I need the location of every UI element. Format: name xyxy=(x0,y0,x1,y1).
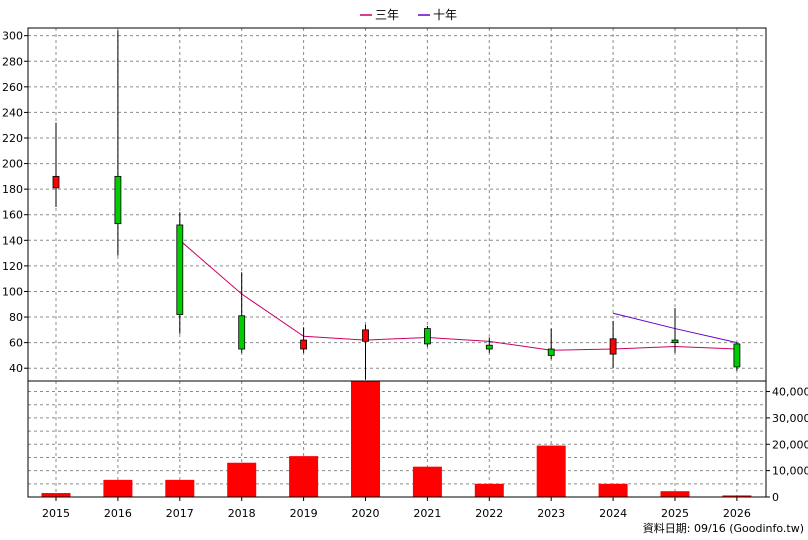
x-tick-label: 2020 xyxy=(352,507,380,520)
price-tick-label: 240 xyxy=(2,106,23,119)
volume-tick-label: 30,000 xyxy=(772,412,808,425)
price-frame xyxy=(27,27,767,382)
price-tick-label: 80 xyxy=(9,311,23,324)
candle-body xyxy=(238,315,246,350)
price-tick-label: 160 xyxy=(2,209,23,222)
price-tick-label: 60 xyxy=(9,337,23,350)
volume-bar xyxy=(536,445,566,497)
volume-bar xyxy=(660,491,690,497)
volume-bar xyxy=(598,483,628,497)
x-tick-label: 2019 xyxy=(290,507,318,520)
volume-tick-label: 20,000 xyxy=(772,438,808,451)
x-tick-label: 2024 xyxy=(599,507,627,520)
candle-body xyxy=(671,339,679,344)
price-tick-label: 200 xyxy=(2,158,23,171)
x-tick-label: 2023 xyxy=(537,507,565,520)
legend-label-1: 十年 xyxy=(433,8,457,22)
footer-source: 資料日期: 09/16 (Goodinfo.tw) xyxy=(643,521,804,535)
candle-body xyxy=(176,224,184,315)
volume-panel: 0 10,000 20,000 30,000 40,000 xyxy=(27,380,808,504)
volume-tick-label: 40,000 xyxy=(772,386,808,399)
x-tick-label: 2015 xyxy=(42,507,70,520)
candle-body xyxy=(547,348,555,356)
volume-bar xyxy=(474,483,504,497)
candle-body xyxy=(114,175,122,225)
price-tick-label: 40 xyxy=(9,362,23,375)
volume-bar xyxy=(289,456,319,497)
volume-bar xyxy=(351,381,380,497)
price-tick-label: 220 xyxy=(2,132,23,145)
volume-tick-label: 10,000 xyxy=(772,465,808,478)
candle-body xyxy=(52,175,60,189)
price-tick-label: 280 xyxy=(2,55,23,68)
x-tick-label: 2017 xyxy=(166,507,194,520)
candle-body xyxy=(609,338,617,355)
volume-bar xyxy=(722,495,752,497)
ma-line-3y xyxy=(179,239,737,351)
x-tick-label: 2022 xyxy=(475,507,503,520)
price-tick-label: 300 xyxy=(2,30,23,43)
price-tick-label: 100 xyxy=(2,285,23,298)
candle-body xyxy=(362,329,369,342)
x-tick-label: 2021 xyxy=(413,507,441,520)
x-tick-label: 2016 xyxy=(104,507,132,520)
legend-label-0: 三年 xyxy=(375,8,399,22)
x-tick-label: 2025 xyxy=(661,507,689,520)
price-tick-label: 120 xyxy=(2,260,23,273)
candle-body xyxy=(300,339,308,350)
candle-body xyxy=(485,344,493,350)
price-tick-label: 180 xyxy=(2,183,23,196)
volume-tick-label: 0 xyxy=(772,491,779,504)
candle-body xyxy=(733,343,741,368)
volume-bar xyxy=(41,493,71,497)
price-tick-label: 140 xyxy=(2,234,23,247)
price-tick-label: 260 xyxy=(2,81,23,94)
volume-bar xyxy=(103,479,133,497)
x-tick-label: 2018 xyxy=(228,507,256,520)
x-axis: 2015 2016 2017 2018 2019 2020 2021 2022 2023 2024… xyxy=(42,497,751,520)
volume-frame xyxy=(27,380,767,498)
volume-bar xyxy=(412,466,442,497)
candle-body xyxy=(423,328,431,345)
legend: 三年 十年 xyxy=(360,8,457,22)
volume-bar xyxy=(227,462,257,497)
volume-bar xyxy=(165,479,195,497)
x-tick-label: 2026 xyxy=(723,507,751,520)
price-panel: 40 60 80 100 120 140 160 180 200 220 240 260 280 300 xyxy=(2,27,767,382)
